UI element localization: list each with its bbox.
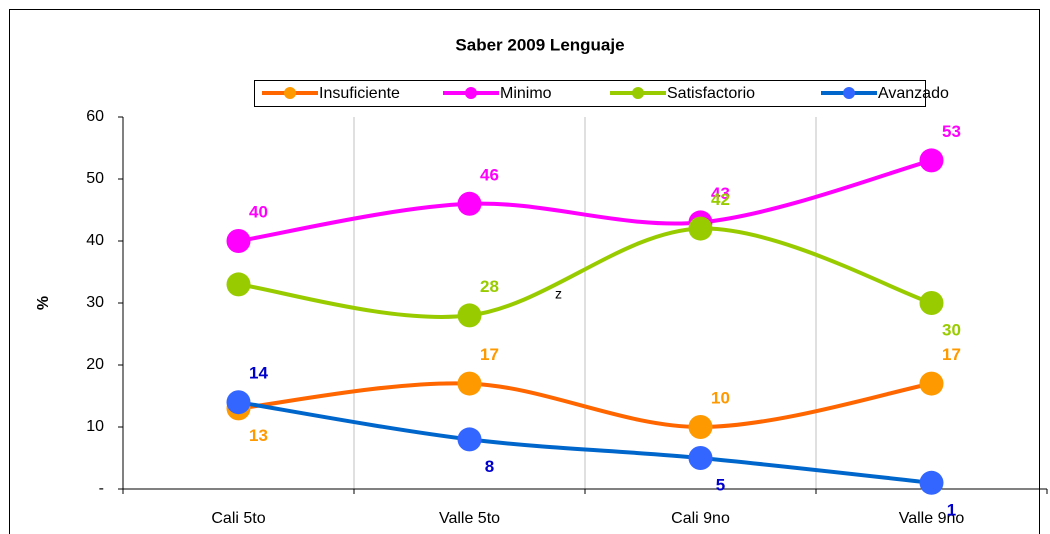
data-label: 17 [480, 345, 499, 364]
series-line [238, 400, 932, 485]
data-label: 17 [942, 345, 961, 364]
data-point [688, 216, 713, 241]
series-line [238, 381, 932, 430]
legend-label: Minimo [500, 85, 552, 102]
data-point [226, 229, 251, 253]
legend-box [254, 80, 926, 107]
data-label: 28 [480, 277, 499, 296]
data-point [919, 371, 944, 396]
data-label: 43 [711, 184, 730, 203]
x-tick-label: Cali 5to [211, 510, 265, 527]
data-point [226, 272, 251, 297]
series-line [238, 226, 933, 319]
y-tick-label: 60 [86, 108, 104, 125]
y-tick-label: 10 [86, 418, 104, 435]
legend-label: Insuficiente [319, 85, 400, 102]
series-line [238, 158, 933, 243]
y-tick-label: 30 [86, 294, 104, 311]
data-point [457, 191, 482, 216]
data-label: 5 [716, 475, 725, 494]
x-tick-label: Cali 9no [671, 510, 730, 527]
data-point [457, 371, 482, 396]
y-axis-label: % [35, 296, 52, 310]
legend-marker [632, 87, 644, 99]
data-label: 42 [711, 190, 730, 209]
legend-marker [843, 87, 855, 99]
data-point [919, 470, 944, 495]
y-tick-label: 40 [86, 232, 104, 249]
data-label: 53 [942, 122, 961, 141]
x-tick-label: Valle 9no [899, 510, 965, 527]
legend-marker [465, 87, 477, 99]
y-tick-label: 20 [86, 356, 104, 373]
data-label: 10 [711, 388, 730, 407]
data-label: 30 [942, 320, 961, 339]
legend-marker [284, 87, 296, 99]
annotation: z [555, 286, 562, 302]
y-tick-label: 50 [86, 170, 104, 187]
data-label: 14 [249, 364, 268, 383]
data-point [919, 291, 944, 315]
legend-label: Satisfactorio [667, 85, 755, 102]
data-point [457, 303, 482, 328]
data-point [457, 427, 482, 452]
data-label: 1 [947, 500, 956, 519]
data-point [688, 446, 713, 470]
data-point [688, 415, 713, 439]
legend-label: Avanzado [878, 85, 949, 102]
data-label: 13 [249, 426, 268, 445]
chart-title: Saber 2009 Lenguaje [455, 35, 624, 54]
y-tick-label: - [99, 480, 104, 497]
data-label: 40 [249, 202, 268, 221]
data-label: 8 [485, 457, 494, 476]
data-point [919, 148, 944, 173]
data-point [226, 390, 251, 415]
x-tick-label: Valle 5to [439, 510, 500, 527]
data-label: 46 [480, 165, 499, 184]
